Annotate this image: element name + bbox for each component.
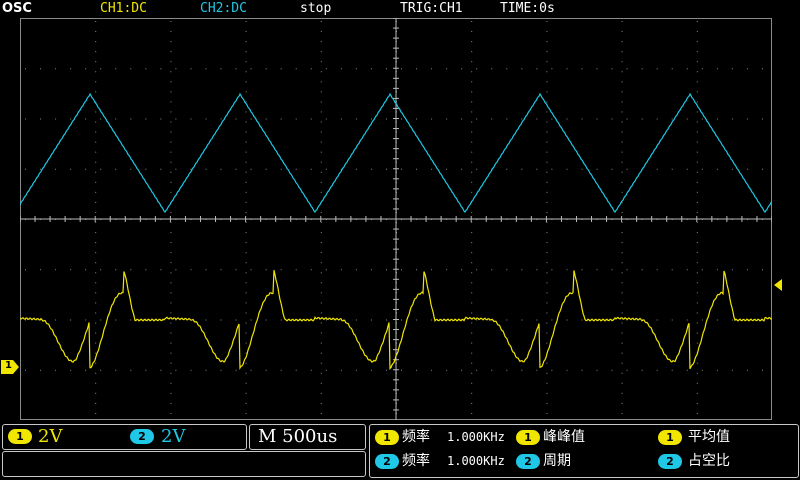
meas-r1c1-value: 1.000KHz bbox=[447, 430, 505, 444]
meas-r2c1-badge: 2 bbox=[375, 454, 399, 469]
message-panel bbox=[2, 451, 366, 477]
meas-r2c3-badge: 2 bbox=[658, 454, 682, 469]
ch1-waveform bbox=[20, 269, 772, 371]
meas-r2c1-value: 1.000KHz bbox=[447, 454, 505, 468]
ch1-ground-label: 1 bbox=[5, 360, 12, 371]
time-offset[interactable]: TIME:0s bbox=[500, 1, 555, 16]
meas-r2c2-label[interactable]: 周期 bbox=[543, 453, 571, 469]
trigger-source[interactable]: TRIG:CH1 bbox=[400, 1, 463, 16]
vertical-scale-panel: 1 2V 2 2V bbox=[2, 424, 247, 450]
waveform-display[interactable] bbox=[20, 18, 772, 420]
ch1-volts-div[interactable]: 2V bbox=[38, 426, 63, 447]
measurement-panel: 1 频率 1.000KHz 1 峰峰值 1 平均值 2 频率 1.000KHz … bbox=[369, 424, 799, 478]
ch1-coupling[interactable]: CH1:DC bbox=[100, 1, 147, 16]
meas-r2c2-badge: 2 bbox=[516, 454, 540, 469]
meas-r1c3-label[interactable]: 平均值 bbox=[688, 429, 730, 445]
graticule bbox=[20, 18, 772, 420]
meas-r1c2-label[interactable]: 峰峰值 bbox=[543, 429, 585, 445]
ch2-badge[interactable]: 2 bbox=[130, 429, 154, 444]
timebase-panel: M 500us bbox=[249, 424, 366, 450]
meas-r2c3-label[interactable]: 占空比 bbox=[688, 453, 730, 469]
meas-r2c1-label[interactable]: 频率 bbox=[402, 453, 430, 469]
meas-r1c1-label[interactable]: 频率 bbox=[402, 429, 430, 445]
run-state[interactable]: stop bbox=[300, 1, 332, 16]
scope-canvas bbox=[20, 18, 772, 420]
ch2-coupling[interactable]: CH2:DC bbox=[200, 1, 247, 16]
ch2-waveform bbox=[20, 92, 772, 213]
triangle-left-icon[interactable] bbox=[772, 277, 784, 291]
status-bar: OSC CH1:DC CH2:DC stop TRIG:CH1 TIME:0s bbox=[0, 0, 800, 18]
ch1-ground-marker[interactable]: 1 bbox=[0, 359, 20, 374]
meas-r1c3-badge: 1 bbox=[658, 430, 682, 445]
ch2-volts-div[interactable]: 2V bbox=[161, 426, 186, 447]
ch1-badge[interactable]: 1 bbox=[8, 429, 32, 444]
timebase-value[interactable]: M 500us bbox=[258, 426, 338, 447]
meas-r1c1-badge: 1 bbox=[375, 430, 399, 445]
meas-r1c2-badge: 1 bbox=[516, 430, 540, 445]
app-logo: OSC bbox=[2, 1, 32, 16]
